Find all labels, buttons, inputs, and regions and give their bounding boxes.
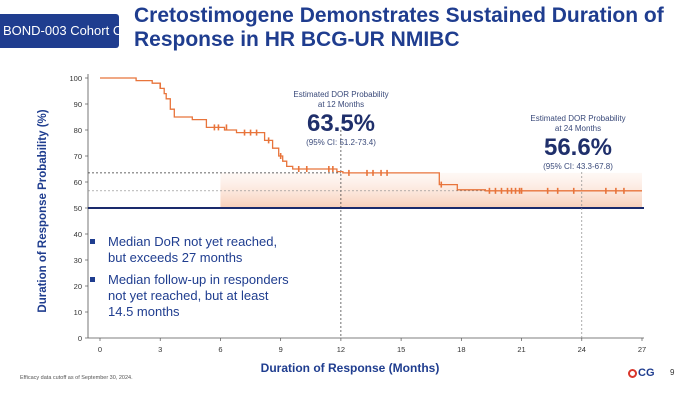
y-tick-label: 50: [74, 204, 82, 213]
y-tick-label: 20: [74, 282, 82, 291]
annotation-12-value: 63.5%: [306, 110, 376, 137]
y-tick-label: 70: [74, 152, 82, 161]
x-tick-label: 21: [517, 345, 525, 354]
bullet-list: Median DoR not yet reached, but exceeds …: [86, 234, 326, 326]
logo-text: CG: [638, 367, 655, 379]
annotation-24-label-1: Estimated DOR Probability: [530, 114, 626, 123]
page-number: 9: [670, 368, 675, 377]
company-logo: CG: [628, 367, 655, 379]
y-tick-label: 10: [74, 308, 82, 317]
annotation-24-months: Estimated DOR Probability at 24 Months 5…: [518, 114, 638, 172]
y-tick-label: 0: [78, 334, 82, 343]
bullet-text: not yet reached, but at least: [108, 288, 269, 303]
logo-icon: [628, 368, 637, 378]
x-tick-label: 27: [638, 345, 646, 354]
bullet-median-follow-up: Median follow-up in responders not yet r…: [86, 272, 326, 320]
x-tick-label: 18: [457, 345, 465, 354]
annotation-24-label-2: at 24 Months: [554, 124, 602, 133]
annotation-12-months: Estimated DOR Probability at 12 Months 6…: [281, 90, 401, 148]
annotation-12-ci: (95% CI: 51.2-73.4): [306, 138, 376, 147]
bullet-text: but exceeds 27 months: [108, 250, 243, 265]
annotation-12-label-2: at 12 Months: [317, 100, 365, 109]
annotation-12-label-1: Estimated DOR Probability: [293, 90, 389, 99]
title-line-1: Cretostimogene Demonstrates Sustained Du…: [134, 4, 664, 27]
bullet-text: Median follow-up in responders: [108, 272, 289, 287]
annotation-24-value: 56.6%: [543, 134, 613, 161]
x-axis-label: Duration of Response (Months): [260, 361, 440, 375]
y-tick-label: 30: [74, 256, 82, 265]
bullet-text: Median DoR not yet reached,: [108, 234, 278, 249]
y-tick-label: 40: [74, 230, 82, 239]
x-tick-label: 15: [397, 345, 405, 354]
slide-title: Cretostimogene Demonstrates Sustained Du…: [134, 4, 674, 52]
bullet-median-dor: Median DoR not yet reached, but exceeds …: [86, 234, 326, 266]
bullet-marker: [90, 239, 95, 244]
bullet-text: 14.5 months: [108, 304, 180, 319]
y-tick-label: 100: [69, 74, 82, 83]
x-tick-label: 24: [578, 345, 586, 354]
data-cutoff-note: Efficacy data cutoff as of September 30,…: [20, 375, 133, 381]
x-tick-label: 3: [158, 345, 162, 354]
y-tick-label: 80: [74, 126, 82, 135]
x-tick-label: 0: [98, 345, 102, 354]
y-axis-label: Duration of Response Probability (%): [37, 109, 49, 313]
y-tick-label: 60: [74, 178, 82, 187]
y-tick-label: 90: [74, 100, 82, 109]
x-tick-label: 6: [218, 345, 222, 354]
x-tick-label: 9: [279, 345, 283, 354]
annotation-24-ci: (95% CI: 43.3-67.8): [543, 162, 613, 171]
x-tick-label: 12: [337, 345, 345, 354]
cohort-tag: BOND-003 Cohort C: [0, 14, 119, 48]
title-line-2: Response in HR BCG-UR NMIBC: [134, 28, 460, 51]
bullet-marker: [90, 277, 95, 282]
